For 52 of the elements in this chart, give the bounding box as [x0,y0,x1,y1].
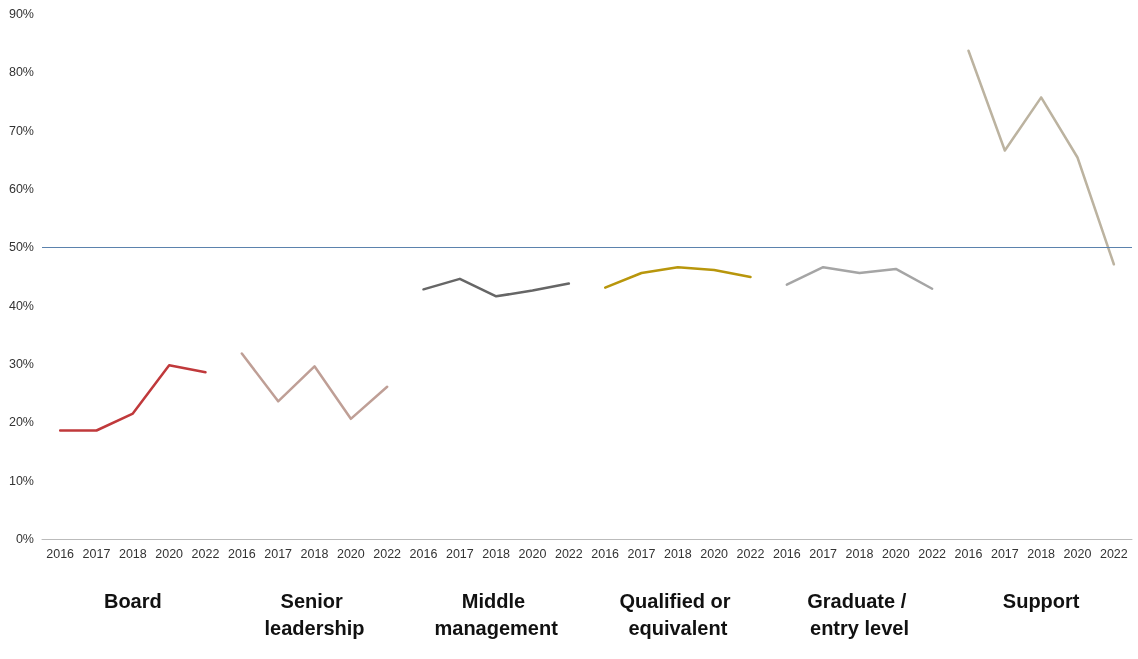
y-tick-label: 10% [8,473,34,488]
x-tick-label: 2016 [227,546,256,561]
x-tick-label: 2020 [155,546,184,561]
x-tick-label: 2018 [118,546,147,561]
y-tick-label: 30% [8,357,34,371]
y-tick-label: 20% [8,415,34,430]
x-tick-label: 2018 [300,546,329,561]
x-tick-label: 2018 [1027,546,1056,561]
x-tick-label: 2017 [627,546,656,561]
y-tick-label: 90% [8,7,34,21]
x-tick-label: 2016 [591,546,620,561]
x-tick-label: 2020 [518,546,547,561]
x-tick-label: 2020 [881,546,910,561]
x-tick-label: 2017 [82,546,111,561]
x-tick-label: 2018 [663,546,692,561]
x-tick-label: 2022 [736,546,765,561]
x-tick-label: 2016 [954,546,983,561]
x-tick-label: 2022 [373,546,402,561]
line-series [240,352,389,421]
x-tick-label: 2022 [191,546,220,561]
x-tick-label: 2017 [990,546,1019,561]
line-series [967,49,1116,266]
x-tick-label: 2018 [845,546,874,561]
line-series [58,363,207,432]
text: Middle management [434,589,559,639]
x-tick-label: 2022 [1099,546,1128,561]
x-tick-label: 2017 [264,546,293,561]
line-series [422,277,571,298]
line-series [785,265,934,290]
text: Board [103,589,162,612]
x-tick-label: 2016 [409,546,438,561]
y-tick-label: 40% [8,298,34,313]
x-tick-label: 2017 [809,546,838,561]
x-tick-label: 2017 [445,546,474,561]
x-tick-label: 2016 [772,546,801,561]
x-tick-label: 2020 [336,546,365,561]
x-tick-label: 2020 [700,546,729,561]
y-tick-label: 0% [15,532,34,546]
y-tick-label: 70% [8,123,34,138]
x-tick-label: 2022 [918,546,947,561]
x-tick-label: 2018 [482,546,511,561]
text: Qualified or equivalent [619,589,737,639]
line-series [603,265,752,289]
text: Graduate / entry level [807,589,912,639]
x-tick-label: 2020 [1063,546,1092,561]
x-tick-label: 2022 [554,546,583,561]
y-tick-label: 50% [8,240,34,255]
text: Support [1002,589,1080,612]
y-tick-label: 60% [8,182,34,196]
text: Senior leadership [264,589,365,639]
y-tick-label: 80% [8,65,34,80]
x-tick-label: 2016 [46,546,75,561]
